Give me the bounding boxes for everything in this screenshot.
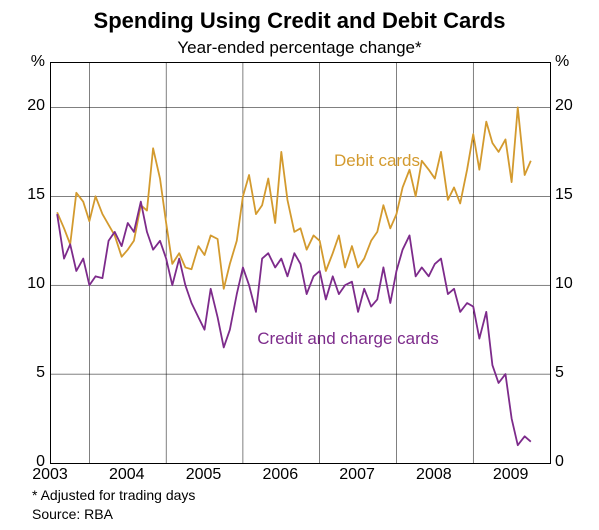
ytick-right: 0 [555,453,564,471]
xtick-label: 2004 [92,466,162,484]
ytick-left: 10 [5,275,45,293]
chart-subtitle: Year-ended percentage change* [0,38,599,58]
plot-svg [51,63,550,463]
series-line [57,107,531,288]
chart-title: Spending Using Credit and Debit Cards [0,8,599,34]
xtick-label: 2005 [169,466,239,484]
ytick-left: 5 [5,364,45,382]
ytick-right: 20 [555,97,573,115]
ytick-right: 15 [555,186,573,204]
chart-container: Spending Using Credit and Debit Cards Ye… [0,0,599,530]
footnote-source: Source: RBA [32,506,113,522]
xtick-label: 2008 [399,466,469,484]
ytick-left: 15 [5,186,45,204]
xtick-label: 2003 [15,466,85,484]
plot-area [50,62,551,464]
series-label: Credit and charge cards [257,329,438,349]
xtick-label: 2007 [322,466,392,484]
series-label: Debit cards [334,151,420,171]
xtick-label: 2009 [476,466,546,484]
y-axis-unit-right: % [555,53,569,71]
ytick-right: 10 [555,275,573,293]
footnote-adjusted: * Adjusted for trading days [32,487,195,503]
y-axis-unit-left: % [5,53,45,71]
series-line [57,202,531,446]
xtick-label: 2006 [245,466,315,484]
ytick-left: 20 [5,97,45,115]
ytick-right: 5 [555,364,564,382]
